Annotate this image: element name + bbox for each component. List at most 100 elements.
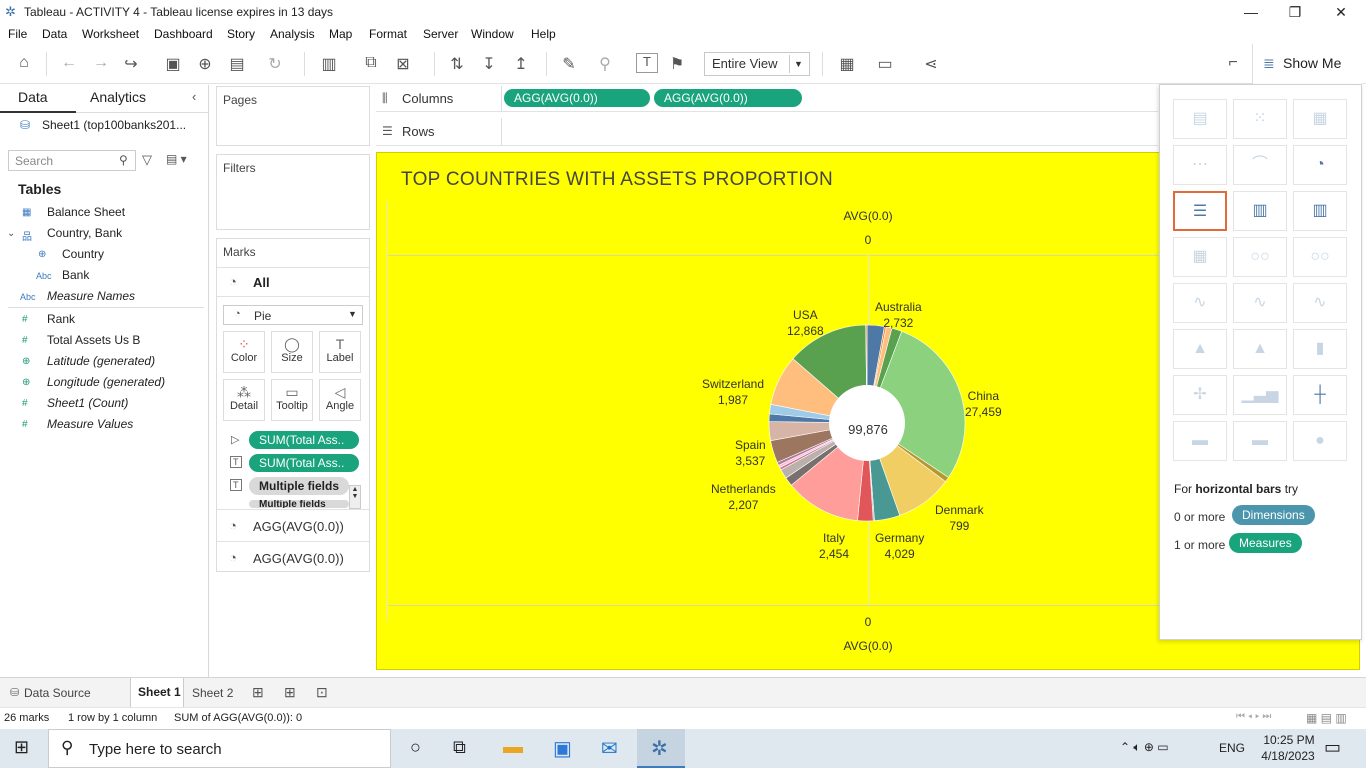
field-balance-sheet[interactable]: Balance Sheet (47, 205, 126, 219)
show-cards-icon[interactable]: ▦ (839, 56, 855, 73)
detail-button[interactable]: ⁂ Detail (223, 379, 265, 421)
showme-heat-map-icon[interactable]: ⁙ (1233, 99, 1287, 139)
marks-all-row[interactable]: ◔ All (217, 267, 369, 297)
showme-filled-map-icon[interactable]: ⌒ (1233, 145, 1287, 185)
notifications-icon[interactable]: ▭ (1324, 737, 1342, 757)
showme-treemap-icon[interactable]: ▦ (1173, 237, 1227, 277)
mail-icon[interactable]: ✉ (601, 738, 618, 760)
datasource-name[interactable]: Sheet1 (top100banks201... (42, 118, 187, 132)
column-pill-1[interactable]: AGG(AVG(0.0)) (504, 89, 650, 107)
menu-help[interactable]: Help (531, 27, 556, 41)
showme-stacked-bars-icon[interactable]: ▥ (1233, 191, 1287, 231)
tab-sheet-1[interactable]: Sheet 1 (130, 678, 184, 707)
view-options-icon[interactable]: ▤ ▾ (166, 152, 187, 166)
column-pill-2[interactable]: AGG(AVG(0.0)) (654, 89, 802, 107)
new-worksheet-icon[interactable]: ▥ (321, 56, 337, 73)
menu-server[interactable]: Server (423, 27, 459, 41)
marks-scrollbar[interactable]: ▲ ▼ (349, 485, 361, 509)
pie-chart[interactable] (767, 323, 967, 523)
show-me-button[interactable]: ≣ Show Me (1252, 44, 1362, 84)
new-dashboard-icon[interactable]: ⊞ (284, 684, 296, 700)
showme-dual-lines-icon[interactable]: ∿ (1293, 283, 1347, 323)
showme-bullet-graph-icon[interactable]: ▬ (1233, 421, 1287, 461)
field-search-input[interactable]: Search ⚲ (8, 150, 136, 171)
refresh-icon[interactable]: ↻ (268, 56, 282, 73)
grid-view-icon[interactable]: ▦ ▤ ▥ (1306, 711, 1347, 725)
label-button[interactable]: T Label (319, 331, 361, 373)
replay-icon[interactable]: ↪ (124, 56, 138, 73)
field-bank[interactable]: Bank (62, 268, 90, 282)
marks-subcard-1[interactable]: ◔ AGG(AVG(0.0)) (217, 509, 369, 541)
task-view-icon[interactable]: ⧉ (453, 737, 466, 757)
undo-icon[interactable]: ← (61, 54, 77, 71)
minimize-button[interactable]: — (1244, 4, 1258, 20)
save-icon[interactable]: ▣ (165, 56, 181, 73)
mark-pill-angle[interactable]: SUM(Total Ass.. (249, 431, 359, 449)
tab-sheet-2[interactable]: Sheet 2 (192, 686, 234, 700)
mark-pill-multiple-fields-2[interactable]: Multiple fields (249, 500, 349, 508)
format-painter-icon[interactable]: ⌐ (1228, 54, 1238, 71)
mark-type-select[interactable]: ◔ Pie ▼ (223, 305, 363, 325)
language-indicator[interactable]: ENG (1219, 741, 1246, 755)
showme-symbol-map-icon[interactable]: ⋯ (1173, 145, 1227, 185)
pie-slice[interactable] (866, 330, 966, 478)
collapse-pane-icon[interactable]: ‹ (192, 89, 197, 104)
menu-map[interactable]: Map (329, 27, 353, 41)
show-labels-icon[interactable]: T (636, 53, 658, 73)
highlight-icon[interactable]: ✎ (562, 56, 576, 73)
showme-box-plot-icon[interactable]: ┼ (1293, 375, 1347, 415)
pause-updates-icon[interactable]: ▤ (229, 56, 245, 73)
mark-pill-multiple-fields[interactable]: Multiple fields (249, 477, 349, 495)
taskbar-search-input[interactable]: ⚲ Type here to search (48, 729, 391, 768)
showme-scatter-plot-icon[interactable]: ✢ (1173, 375, 1227, 415)
field-measure-names[interactable]: Measure Names (47, 289, 136, 303)
sort-ascending-icon[interactable]: ↧ (482, 56, 496, 73)
field-measure-values[interactable]: Measure Values (47, 417, 134, 431)
menu-data[interactable]: Data (42, 27, 68, 41)
presentation-icon[interactable]: ▭ (877, 56, 893, 73)
tooltip-button[interactable]: ▭ Tooltip (271, 379, 313, 421)
field-country[interactable]: Country (62, 247, 105, 261)
color-button[interactable]: ⁘ Color (223, 331, 265, 373)
showme-area-discrete-icon[interactable]: ▲ (1233, 329, 1287, 369)
swap-icon[interactable]: ⇅ (450, 56, 464, 73)
fit-select[interactable]: Entire View ▼ (704, 52, 810, 76)
clear-sheet-icon[interactable]: ⊠ (396, 56, 410, 73)
showme-circle-views-icon[interactable]: ○○ (1233, 237, 1287, 277)
sort-descending-icon[interactable]: ↥ (514, 56, 528, 73)
group-icon[interactable]: ⚲ (599, 56, 611, 73)
tab-data[interactable]: Data (0, 85, 76, 113)
clock-time[interactable]: 10:25 PM (1263, 733, 1315, 747)
showme-area-continuous-icon[interactable]: ▲ (1173, 329, 1227, 369)
close-button[interactable]: ✕ (1335, 4, 1347, 20)
mark-pill-label[interactable]: SUM(Total Ass.. (249, 454, 359, 472)
size-button[interactable]: ◯ Size (271, 331, 313, 373)
windows-start-icon[interactable]: ⊞ (14, 737, 30, 757)
filter-icon[interactable]: ▽ (142, 152, 152, 167)
showme-side-by-side-bars-icon[interactable]: ▥ (1293, 191, 1347, 231)
showme-side-by-side-circles-icon[interactable]: ○○ (1293, 237, 1347, 277)
home-icon[interactable]: ⌂ (19, 54, 29, 71)
chevron-down-icon[interactable]: ⌄ (7, 228, 16, 239)
menu-window[interactable]: Window (471, 27, 514, 41)
duplicate-icon[interactable]: ⧉ (365, 54, 377, 71)
tab-analytics[interactable]: Analytics ‹ (76, 85, 209, 113)
file-explorer-icon[interactable]: ▬ (503, 736, 523, 758)
cortana-icon[interactable]: ○ (410, 737, 421, 757)
field-total-assets[interactable]: Total Assets Us B (47, 333, 141, 347)
tableau-taskbar-button[interactable]: ✲ (637, 729, 685, 768)
tray-icons[interactable]: ⌃ 🔈︎ ⊕ ▭ (1120, 740, 1169, 754)
showme-histogram-icon[interactable]: ▁▃▅ (1233, 375, 1287, 415)
filters-shelf[interactable]: Filters (216, 154, 370, 230)
showme-packed-bubbles-icon[interactable]: ● (1293, 421, 1347, 461)
redo-icon[interactable]: → (93, 54, 109, 71)
new-datasource-icon[interactable]: ⊕ (198, 56, 212, 73)
field-country-bank[interactable]: Country, Bank (47, 226, 123, 240)
sheet-nav-icon[interactable]: ⏮ ◂ ▸ ⏭ (1236, 711, 1272, 722)
menu-file[interactable]: File (8, 27, 28, 41)
pin-icon[interactable]: ⚑ (669, 56, 685, 73)
tab-data-source[interactable]: Data Source (24, 686, 91, 700)
marks-subcard-2[interactable]: ◔ AGG(AVG(0.0)) (217, 541, 369, 573)
field-rank[interactable]: Rank (47, 312, 76, 326)
field-sheet-count[interactable]: Sheet1 (Count) (47, 396, 129, 410)
